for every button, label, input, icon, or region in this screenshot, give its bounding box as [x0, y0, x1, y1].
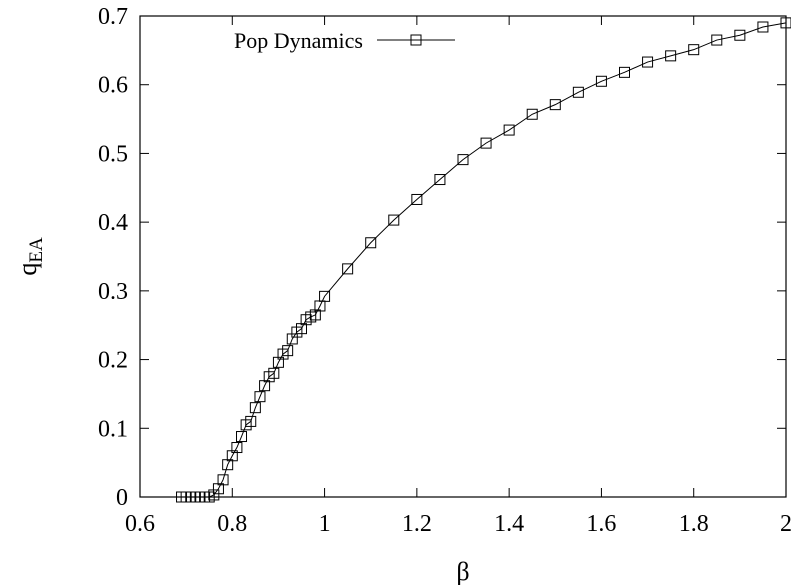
x-tick-label: 0.8 — [217, 511, 247, 537]
legend: Pop Dynamics — [234, 28, 455, 53]
series-line-group — [181, 22, 787, 498]
legend-label: Pop Dynamics — [234, 28, 363, 53]
data-point-marker — [236, 431, 248, 443]
y-axis-label-subscript: EA — [26, 237, 47, 263]
data-point-marker — [665, 50, 677, 62]
series-line-pop-dynamics — [181, 22, 787, 498]
y-tick-label: 0.6 — [98, 73, 128, 99]
series-markers — [176, 17, 791, 503]
x-tick-label: 2 — [780, 511, 791, 537]
data-point-marker — [642, 56, 654, 68]
data-point-marker — [780, 17, 791, 29]
data-point-marker — [388, 214, 400, 226]
data-point-marker — [549, 99, 561, 111]
plot-area-border — [139, 15, 787, 498]
data-point-marker — [268, 367, 280, 379]
data-point-marker — [342, 263, 354, 275]
x-tick-label: 0.6 — [125, 511, 155, 537]
y-tick-label: 0.7 — [98, 4, 128, 30]
data-point-marker — [688, 44, 700, 56]
data-point-marker — [734, 29, 746, 41]
data-point-marker — [526, 108, 538, 120]
data-point-marker — [503, 124, 515, 136]
y-axis-label-main: q — [13, 263, 42, 276]
y-tick-label: 0.5 — [98, 141, 128, 167]
y-tick-label: 0 — [116, 485, 128, 511]
x-tick-label: 1.6 — [586, 511, 616, 537]
data-point-marker — [231, 442, 243, 454]
x-tick-label: 1 — [319, 511, 331, 537]
y-axis-label: qEA — [13, 237, 47, 276]
data-point-marker — [254, 391, 266, 403]
y-tick-label: 0.1 — [98, 416, 128, 442]
data-point-marker — [249, 402, 261, 414]
x-tick-label: 1.4 — [494, 511, 524, 537]
x-axis-label: β — [456, 557, 469, 585]
data-point-marker — [411, 193, 423, 205]
x-tick-label: 1.2 — [402, 511, 432, 537]
data-point-marker — [245, 415, 257, 427]
data-point-marker — [365, 237, 377, 249]
data-point-marker — [595, 75, 607, 87]
y-tick-label: 0.3 — [98, 279, 128, 305]
data-point-marker — [434, 174, 446, 186]
y-tick-label: 0.2 — [98, 348, 128, 374]
data-point-marker — [572, 86, 584, 98]
data-point-marker — [619, 66, 630, 78]
y-tick-label: 0.4 — [98, 210, 128, 236]
data-point-marker — [757, 21, 769, 33]
data-point-marker — [480, 137, 492, 149]
x-tick-label: 1.8 — [679, 511, 709, 537]
legend-marker-sample — [410, 34, 422, 46]
data-point-marker — [711, 34, 723, 46]
data-point-marker — [282, 345, 294, 357]
y-axis: 0 0.1 0.2 0.3 0.4 0.5 0.6 0.7 — [98, 4, 786, 511]
x-axis: 0.6 0.8 1 1.2 1.4 1.6 1.8 2 — [125, 16, 791, 537]
plot-frame — [139, 15, 787, 498]
data-point-marker — [217, 474, 229, 486]
data-point-marker — [457, 154, 469, 166]
data-point-marker — [319, 290, 331, 302]
